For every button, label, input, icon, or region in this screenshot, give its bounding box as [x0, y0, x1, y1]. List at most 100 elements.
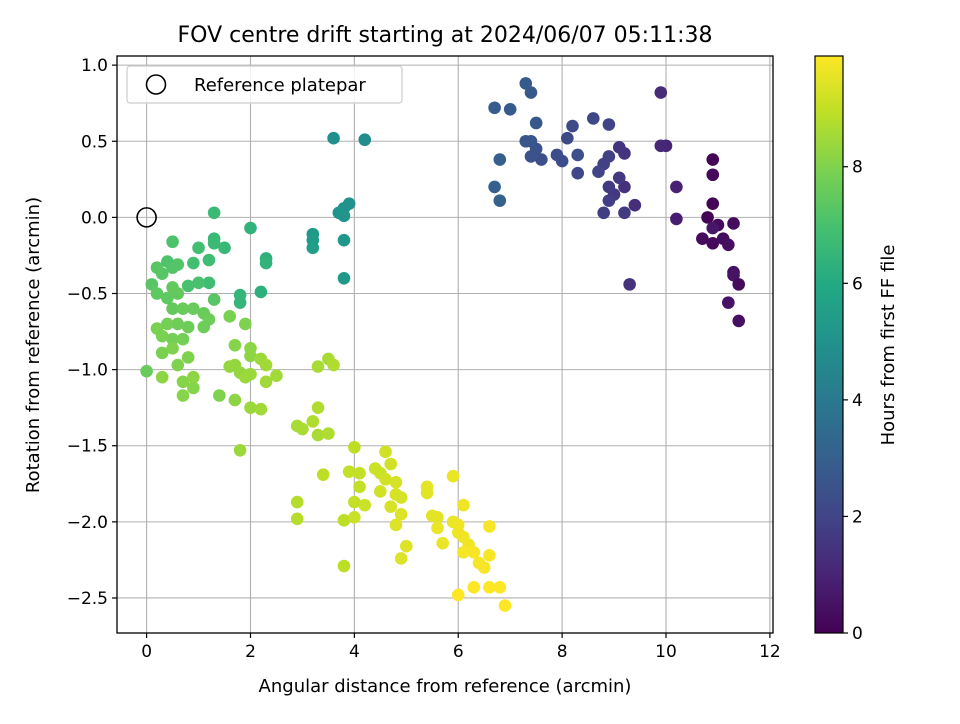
data-point: [727, 268, 740, 282]
data-point: [524, 134, 538, 148]
data-point: [259, 375, 273, 389]
x-tick-label: 0: [141, 642, 152, 662]
data-point: [612, 171, 626, 185]
data-point: [550, 148, 564, 162]
data-point: [597, 206, 610, 220]
legend: Reference platepar: [126, 65, 403, 104]
data-point: [176, 389, 190, 402]
data-point: [696, 232, 709, 245]
data-point: [342, 465, 356, 478]
data-point: [618, 180, 631, 194]
data-point: [348, 440, 361, 454]
data-point: [238, 317, 252, 331]
data-point: [244, 221, 257, 235]
data-point: [535, 153, 548, 166]
data-point: [706, 168, 720, 182]
data-point: [706, 236, 720, 250]
data-point: [259, 358, 273, 372]
data-point: [166, 235, 179, 249]
data-point: [394, 491, 408, 504]
data-point: [436, 536, 449, 550]
data-point: [192, 276, 205, 290]
data-point: [337, 233, 351, 247]
y-tick-label: 1.0: [81, 56, 108, 76]
data-point: [670, 180, 683, 194]
data-point: [202, 313, 216, 326]
data-point: [254, 285, 268, 299]
data-point: [420, 486, 434, 500]
data-point: [477, 561, 491, 574]
data-point: [155, 346, 169, 360]
data-point: [296, 422, 309, 436]
y-tick-label: −2.5: [67, 589, 108, 609]
data-point: [451, 588, 465, 602]
reference-platepar-marker: [136, 207, 157, 228]
colorbar-tick-label: 0: [852, 624, 863, 644]
data-point: [306, 241, 320, 255]
y-tick-label: 0.5: [81, 132, 108, 152]
data-point: [150, 287, 164, 300]
colorbar-label: Hours from first FF file: [878, 245, 899, 446]
data-point: [561, 131, 574, 145]
data-point: [384, 500, 398, 513]
x-tick-label: 2: [245, 642, 256, 662]
data-point: [358, 133, 372, 147]
data-point: [187, 370, 200, 384]
y-tick-label: −0.5: [67, 284, 108, 304]
data-point: [483, 549, 496, 562]
data-point: [602, 194, 616, 207]
data-point: [732, 314, 746, 328]
data-point: [493, 194, 507, 207]
x-tick-label: 12: [759, 642, 781, 662]
data-point: [228, 393, 242, 407]
x-tick-label: 6: [453, 642, 464, 662]
data-point: [732, 278, 746, 291]
data-point: [223, 360, 237, 373]
data-point: [602, 150, 616, 163]
y-tick-label: −1.0: [67, 361, 108, 381]
legend-box: [126, 65, 403, 104]
data-point: [467, 581, 481, 594]
legend-marker: [145, 74, 167, 95]
data-point: [503, 102, 517, 116]
data-point: [602, 118, 616, 131]
data-point: [166, 302, 179, 316]
data-point: [181, 320, 195, 334]
data-point: [332, 206, 346, 220]
data-point: [612, 141, 626, 154]
data-point: [176, 375, 190, 389]
data-point: [327, 131, 340, 145]
data-point: [628, 198, 642, 212]
data-point: [233, 296, 247, 309]
data-point: [618, 206, 631, 220]
x-tick-label: 10: [655, 642, 677, 662]
data-point: [311, 428, 325, 442]
x-tick-label: 8: [557, 642, 568, 662]
data-point: [358, 498, 372, 512]
colorbar-tick-label: 2: [852, 507, 863, 527]
data-point: [187, 256, 200, 270]
y-tick-label: −1.5: [67, 437, 108, 457]
data-point: [379, 472, 392, 486]
data-point: [457, 546, 470, 559]
data-point: [493, 581, 507, 594]
data-point: [290, 495, 304, 509]
data-point: [322, 427, 335, 440]
y-tick-label: −2.0: [67, 513, 108, 533]
data-point: [431, 510, 444, 524]
data-point: [171, 358, 185, 372]
data-point: [586, 112, 600, 125]
data-point: [519, 77, 533, 90]
plot-frame: [116, 55, 774, 634]
y-axis-ticks: −2.5 −2.0 −1.5 −1.0 −0.5 0.0 0.5 1.0: [67, 56, 117, 609]
data-point: [493, 153, 507, 166]
data-point: [654, 139, 668, 153]
y-axis-label: Rotation from reference (arcmin): [23, 197, 44, 493]
plot-area: 0 2 4 6 8 10 12 −2.5−2.0−1.5−1.0−0.50.00.51.0 …: [67, 55, 781, 662]
data-point: [327, 358, 340, 372]
data-point: [566, 119, 579, 133]
y-tick-label: 0.0: [81, 208, 108, 228]
data-point: [337, 559, 351, 573]
data-point: [389, 475, 403, 489]
